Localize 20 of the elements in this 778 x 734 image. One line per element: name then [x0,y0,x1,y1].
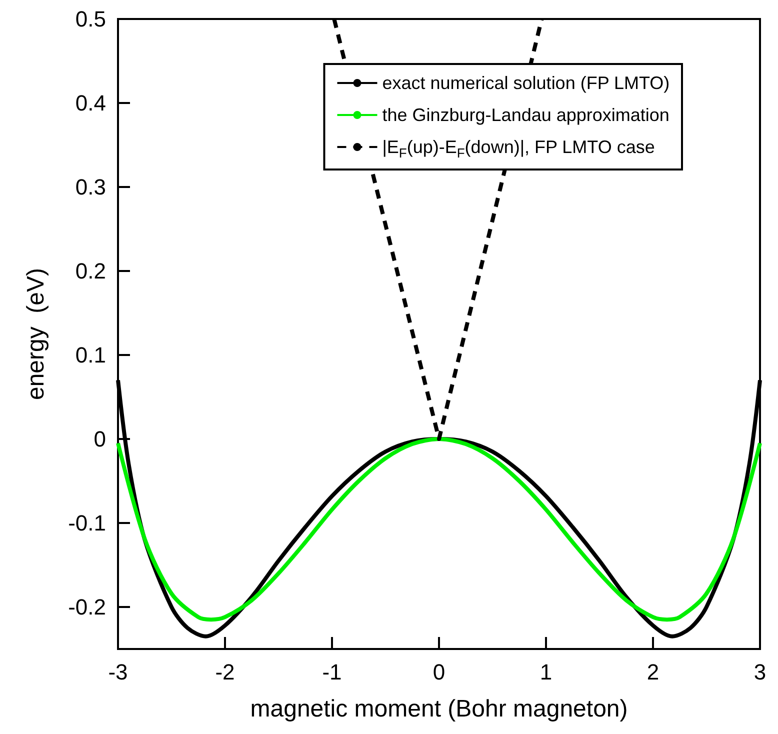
y-tick-label: 0.5 [75,6,106,32]
x-axis-title: magnetic moment (Bohr magneton) [250,696,628,722]
x-tick-label: 3 [754,660,766,684]
x-tick-label: -1 [322,660,342,684]
legend-label: the Ginzburg-Landau approximation [382,105,670,125]
legend-label: exact numerical solution (FP LMTO) [382,73,670,93]
x-tick-label: -2 [215,660,235,684]
x-tick-label: -3 [108,660,128,684]
y-tick-label: 0.4 [75,90,106,116]
x-tick-label: 1 [540,660,552,684]
y-tick-label: 0.3 [75,174,106,200]
y-tick-label: -0.2 [68,594,106,620]
y-axis-title: energy (eV) [22,268,50,400]
y-tick-label: 0.2 [75,258,106,284]
y-tick-label: -0.1 [68,510,106,536]
x-tick-label: 0 [432,660,446,684]
y-tick-label: 0.1 [75,342,106,368]
y-tick-label: 0 [94,426,106,452]
line-series [116,437,762,622]
x-tick-label: 2 [646,660,660,684]
